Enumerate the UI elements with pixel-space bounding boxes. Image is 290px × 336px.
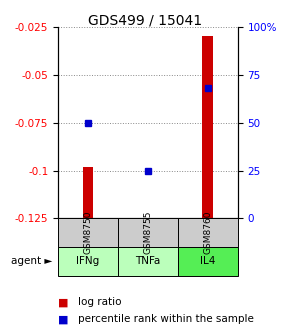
Bar — [83, 167, 93, 218]
Text: IL4: IL4 — [200, 256, 215, 266]
Text: log ratio: log ratio — [78, 297, 122, 307]
Text: ■: ■ — [58, 314, 68, 324]
Text: GSM8755: GSM8755 — [143, 211, 153, 254]
Text: IFNg: IFNg — [76, 256, 99, 266]
Bar — [202, 37, 213, 218]
Text: GSM8760: GSM8760 — [203, 211, 212, 254]
Text: percentile rank within the sample: percentile rank within the sample — [78, 314, 254, 324]
Text: GDS499 / 15041: GDS499 / 15041 — [88, 13, 202, 28]
Text: ■: ■ — [58, 297, 68, 307]
Text: TNFa: TNFa — [135, 256, 161, 266]
Bar — [142, 218, 153, 222]
Text: GSM8750: GSM8750 — [84, 211, 93, 254]
Text: agent ►: agent ► — [11, 256, 52, 266]
